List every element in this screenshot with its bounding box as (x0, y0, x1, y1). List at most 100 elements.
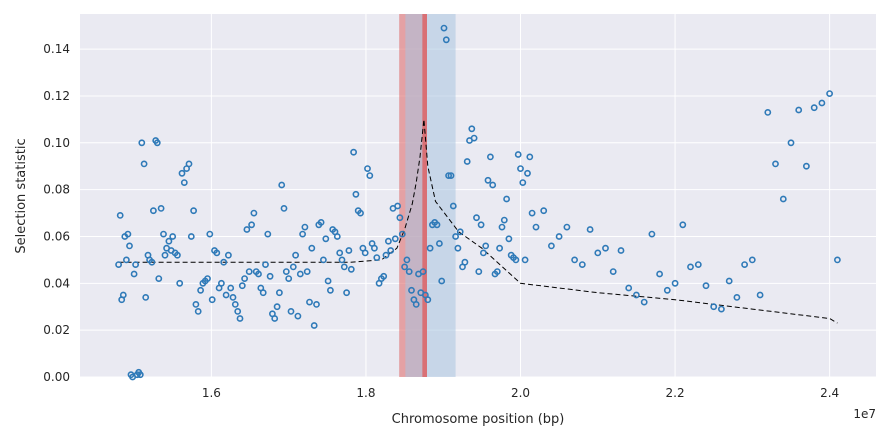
data-point (656, 270, 663, 278)
data-point (679, 221, 687, 229)
data-point (461, 258, 469, 266)
data-point (602, 244, 609, 252)
data-point (231, 300, 239, 308)
data-point (313, 300, 320, 308)
x-tick-label: 1.6 (202, 386, 221, 400)
data-point (123, 256, 130, 264)
data-point (648, 230, 656, 238)
data-point (126, 242, 133, 250)
data-point (275, 289, 283, 297)
y-tick-label: 0.14 (43, 42, 70, 56)
data-point (116, 211, 124, 219)
data-point (169, 233, 177, 240)
data-point (456, 228, 464, 236)
data-point (424, 296, 432, 304)
data-point (345, 247, 353, 254)
data-point (190, 207, 197, 215)
data-point (694, 261, 702, 268)
data-point (149, 207, 157, 215)
y-tick-label: 0.00 (43, 370, 70, 384)
x-tick-label: 2.0 (511, 386, 530, 400)
data-point (426, 244, 434, 252)
data-point (296, 270, 304, 278)
plot-background (80, 14, 876, 377)
data-point (273, 303, 281, 311)
data-point (338, 256, 346, 264)
candidate-region-blue (405, 14, 456, 377)
data-point (764, 109, 772, 116)
data-point (250, 209, 258, 217)
data-point (810, 104, 818, 112)
data-point (224, 251, 232, 259)
x-offset-label: 1e7 (853, 407, 876, 421)
data-point (192, 300, 200, 308)
highlight-regions (399, 14, 456, 377)
data-point (403, 256, 411, 264)
y-tick-label: 0.08 (43, 183, 70, 197)
data-point (347, 265, 355, 273)
data-point (408, 286, 415, 294)
data-point (433, 221, 441, 229)
data-point (204, 275, 211, 282)
data-point (818, 99, 826, 107)
data-point (468, 125, 476, 133)
data-point (438, 277, 446, 285)
data-point (160, 230, 167, 238)
data-point (671, 279, 679, 287)
data-point (517, 165, 524, 172)
data-point (454, 244, 462, 252)
data-point (718, 305, 725, 313)
tick-labels: 1.6 1.8 2.0 2.2 2.4 0.00 0.02 0.04 0.06 0.08 0.10 0… (43, 42, 839, 400)
data-points (115, 24, 841, 381)
data-point (447, 172, 455, 179)
data-point (280, 204, 288, 212)
data-point (370, 244, 378, 252)
data-point (540, 207, 548, 215)
data-point (779, 195, 787, 203)
y-tick-label: 0.10 (43, 136, 70, 150)
y-tick-label: 0.04 (43, 276, 70, 290)
data-point (463, 158, 471, 165)
x-axis-label: Chromosome position (bp) (392, 412, 565, 427)
data-point (398, 230, 406, 238)
data-point (532, 223, 540, 231)
data-point (442, 36, 450, 44)
data-point (343, 289, 350, 297)
data-point (222, 291, 230, 299)
data-point (357, 209, 364, 217)
data-point (136, 371, 144, 379)
data-point (482, 242, 490, 250)
data-point (473, 214, 480, 222)
x-tick-label: 2.2 (666, 386, 685, 400)
data-point (391, 235, 399, 243)
data-point (563, 223, 571, 231)
data-point (187, 233, 195, 240)
data-point (445, 172, 452, 179)
data-point (387, 247, 395, 254)
data-point (772, 160, 779, 168)
data-point (241, 275, 248, 282)
data-point (243, 226, 251, 233)
data-point (245, 268, 253, 275)
data-point (157, 204, 165, 212)
data-point (514, 151, 522, 158)
data-point (132, 261, 139, 268)
data-point (155, 275, 163, 282)
data-point (264, 230, 272, 238)
data-point (625, 284, 633, 292)
data-point (287, 307, 295, 315)
data-point (140, 160, 148, 168)
data-point (756, 291, 764, 299)
data-point (663, 286, 671, 294)
data-point (292, 251, 299, 259)
data-point (248, 221, 255, 229)
data-point (486, 153, 494, 161)
data-point (702, 282, 710, 290)
data-point (710, 303, 718, 311)
data-point (324, 277, 332, 285)
data-point (617, 247, 625, 254)
data-point (440, 24, 448, 32)
data-point (352, 190, 360, 198)
data-point (319, 256, 327, 264)
data-point (208, 296, 216, 304)
